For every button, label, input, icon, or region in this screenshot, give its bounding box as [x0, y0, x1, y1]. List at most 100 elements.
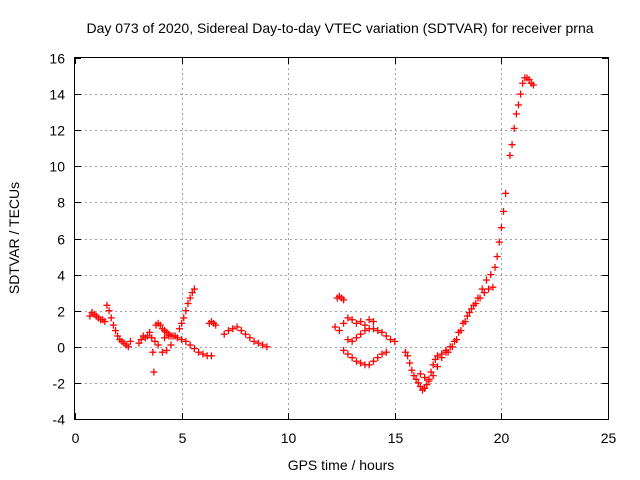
- data-point: [246, 334, 254, 342]
- data-point: [378, 328, 386, 336]
- data-point: [135, 339, 143, 347]
- data-point: [529, 81, 537, 89]
- data-point: [186, 341, 194, 349]
- data-point: [148, 334, 156, 342]
- data-point: [514, 101, 522, 109]
- data-point: [149, 348, 157, 356]
- data-point: [414, 379, 422, 387]
- y-tick-label: 4: [57, 268, 65, 284]
- data-point: [263, 343, 271, 351]
- data-point: [416, 383, 424, 391]
- data-point: [212, 321, 220, 329]
- data-point: [259, 341, 267, 349]
- data-point: [512, 110, 520, 118]
- data-point: [495, 238, 503, 246]
- data-point: [487, 271, 495, 279]
- x-tick-label: 5: [179, 430, 187, 446]
- data-point: [107, 314, 115, 322]
- data-point: [361, 327, 369, 335]
- data-point: [416, 370, 424, 378]
- data-point: [369, 357, 377, 365]
- data-point: [340, 319, 348, 327]
- data-point: [474, 294, 482, 302]
- data-point: [357, 318, 365, 326]
- data-point: [163, 346, 171, 354]
- data-point: [438, 350, 446, 358]
- data-point: [178, 319, 186, 327]
- data-point: [480, 289, 488, 297]
- data-point: [478, 285, 486, 293]
- data-point: [340, 296, 348, 304]
- data-point: [344, 350, 352, 358]
- data-point: [348, 337, 356, 345]
- y-tick-label: 14: [49, 87, 65, 103]
- data-point: [184, 299, 192, 307]
- data-point: [378, 350, 386, 358]
- data-point: [408, 366, 416, 374]
- data-point: [365, 316, 373, 324]
- y-tick-label: 0: [57, 340, 65, 356]
- data-point: [233, 323, 241, 331]
- data-point: [137, 336, 145, 344]
- data-point: [365, 361, 373, 369]
- data-point: [143, 332, 151, 340]
- data-point: [406, 359, 414, 367]
- data-point: [382, 332, 390, 340]
- data-point: [146, 328, 154, 336]
- data-point: [453, 336, 461, 344]
- data-point: [150, 368, 158, 376]
- data-point: [229, 325, 237, 333]
- data-point: [497, 224, 505, 232]
- x-tick-label: 0: [72, 430, 80, 446]
- data-point: [423, 381, 431, 389]
- data-point: [391, 337, 399, 345]
- data-point: [195, 348, 203, 356]
- data-point: [109, 321, 117, 329]
- data-point: [500, 207, 508, 215]
- data-point: [457, 327, 465, 335]
- x-tick-label: 15: [388, 430, 404, 446]
- data-point: [161, 334, 169, 342]
- data-point: [171, 332, 179, 340]
- data-point: [254, 339, 262, 347]
- data-point: [382, 348, 390, 356]
- data-point: [207, 352, 215, 360]
- data-point: [188, 289, 196, 297]
- data-point: [352, 357, 360, 365]
- y-axis-label: SDTVAR / TECUs: [6, 182, 22, 294]
- data-point: [340, 346, 348, 354]
- data-point: [433, 363, 441, 371]
- data-point: [250, 337, 258, 345]
- data-point: [348, 316, 356, 324]
- y-tick-label: 8: [57, 195, 65, 211]
- data-point: [421, 373, 429, 381]
- data-point: [112, 327, 120, 335]
- x-tick-label: 20: [494, 430, 510, 446]
- data-point: [124, 343, 132, 351]
- axis-ticks: [75, 58, 609, 420]
- data-point: [156, 321, 164, 329]
- data-point: [175, 325, 183, 333]
- data-point: [470, 301, 478, 309]
- data-point: [517, 90, 525, 98]
- data-point: [485, 285, 493, 293]
- y-tick-label: 6: [57, 232, 65, 248]
- data-point: [158, 348, 166, 356]
- y-tick-label: -4: [53, 412, 66, 428]
- data-point: [369, 325, 377, 333]
- data-point: [103, 301, 111, 309]
- data-point: [374, 354, 382, 362]
- data-point: [331, 323, 339, 331]
- data-point: [357, 359, 365, 367]
- data-point: [465, 309, 473, 317]
- data-points: [86, 74, 537, 394]
- x-tick-label: 10: [281, 430, 297, 446]
- data-point: [525, 76, 533, 84]
- data-point: [190, 345, 198, 353]
- data-point: [180, 314, 188, 322]
- data-point: [421, 384, 429, 392]
- data-point: [387, 336, 395, 344]
- data-point: [448, 343, 456, 351]
- chart-title: Day 073 of 2020, Sidereal Day-to-day VTE…: [86, 20, 593, 36]
